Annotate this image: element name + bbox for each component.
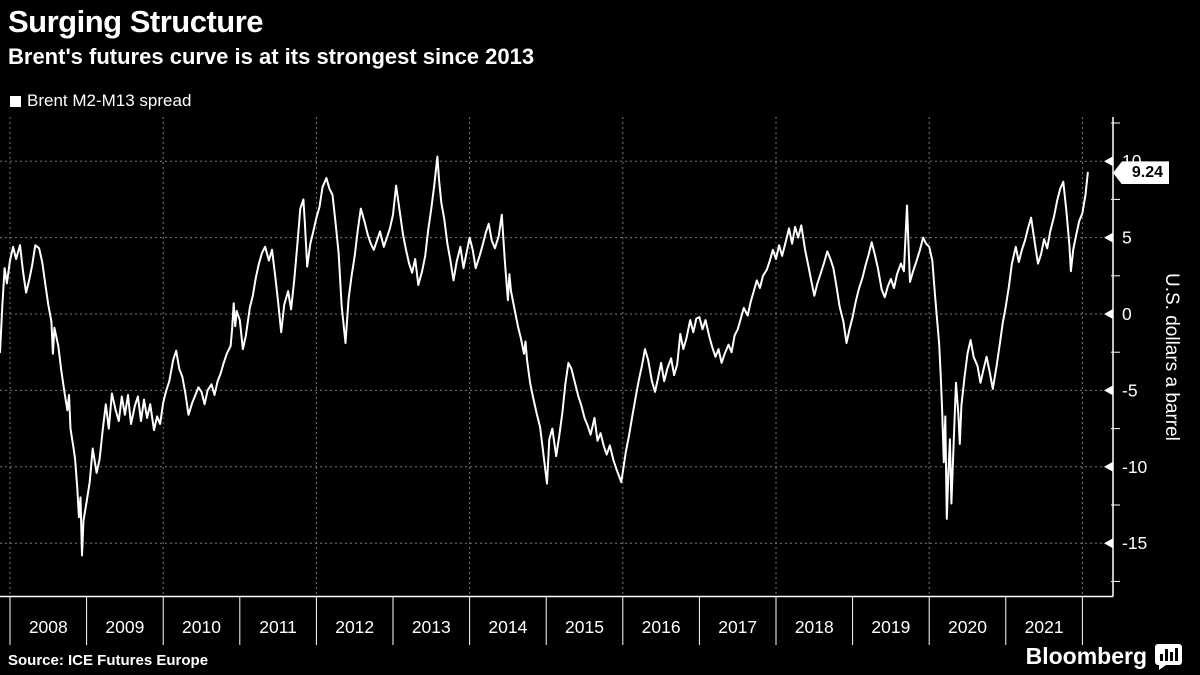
y-axis-tick-label: -10 — [1122, 457, 1148, 477]
x-axis-year-label: 2021 — [1025, 617, 1064, 637]
x-axis-year-label: 2015 — [565, 617, 604, 637]
last-value-text: 9.24 — [1131, 163, 1163, 181]
chart-title: Surging Structure — [8, 4, 264, 39]
y-axis-tick-arrow — [1104, 232, 1113, 243]
x-axis-year-label: 2018 — [795, 617, 834, 637]
x-axis-year-label: 2014 — [488, 617, 527, 637]
x-axis-year-label: 2011 — [259, 617, 297, 637]
y-axis-tick-label: 0 — [1122, 304, 1132, 324]
x-axis-year-label: 2012 — [335, 617, 374, 637]
y-axis-tick-label: -15 — [1122, 533, 1147, 553]
x-axis-year-label: 2017 — [718, 617, 757, 637]
legend: Brent M2-M13 spread — [10, 91, 191, 111]
y-axis-tick-arrow — [1104, 385, 1113, 396]
x-axis-year-label: 2008 — [29, 617, 68, 637]
x-axis-year-label: 2019 — [871, 617, 910, 637]
y-axis-tick-arrow — [1104, 309, 1113, 319]
series-line-brent-m2-m13-spread — [0, 155, 1089, 557]
x-axis-year-label: 2013 — [412, 617, 451, 637]
source-note: Source: ICE Futures Europe — [8, 652, 209, 669]
y-axis-tick-arrow — [1104, 461, 1113, 472]
y-axis-tick-arrow — [1104, 156, 1113, 167]
bloomberg-logo: Bloomberg — [1026, 643, 1182, 670]
x-axis-year-label: 2010 — [182, 617, 221, 637]
bloomberg-wordmark: Bloomberg — [1025, 643, 1147, 669]
chart-subtitle: Brent's futures curve is at its stronges… — [8, 44, 535, 69]
legend-marker-icon — [10, 95, 21, 107]
legend-label: Brent M2-M13 spread — [27, 91, 192, 110]
x-axis-year-label: 2016 — [642, 617, 681, 637]
y-axis-tick-arrow — [1104, 538, 1113, 549]
y-axis-tick-label: -5 — [1122, 380, 1138, 400]
x-axis-year-label: 2020 — [948, 617, 987, 637]
bloomberg-chart-bubble-icon — [1155, 643, 1182, 670]
y-axis-title: U.S. dollars a barrel — [1161, 273, 1182, 441]
x-axis-year-label: 2009 — [105, 617, 144, 637]
y-axis-tick-label: 5 — [1122, 228, 1132, 248]
last-value-tag: 9.24 — [1113, 161, 1169, 185]
